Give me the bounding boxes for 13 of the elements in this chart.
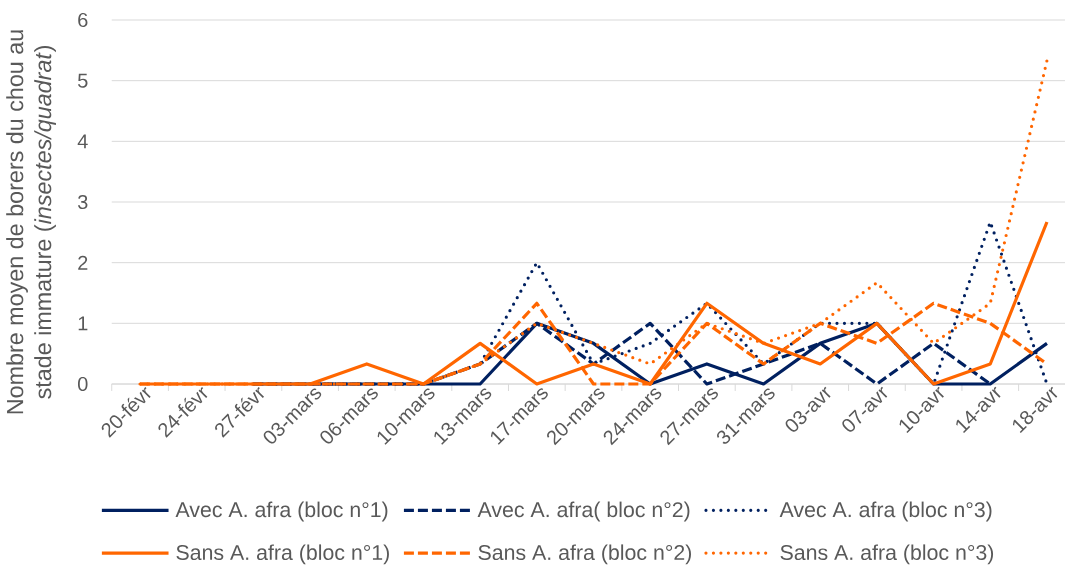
y-tick-label: 6 xyxy=(78,12,88,28)
legend-label: Avec A. afra( bloc n°2) xyxy=(477,501,690,522)
legend-label: Sans A. afra (bloc n°1) xyxy=(176,544,389,565)
y-tick-label: 5 xyxy=(78,73,88,88)
y-tick-label: 1 xyxy=(78,316,88,331)
y-tick-label: 4 xyxy=(77,134,88,149)
legend-label: Sans A. afra (bloc n°2) xyxy=(478,544,692,565)
legend-label: Avec A. afra (bloc n°3) xyxy=(779,501,992,522)
y-tick-label: 0 xyxy=(77,376,88,392)
legend-label: Sans A. afra (bloc n°3) xyxy=(780,544,994,565)
legend-label: Avec A. afra (bloc n°1) xyxy=(175,501,388,522)
y-tick-label: 3 xyxy=(77,194,88,210)
y-tick-label: 2 xyxy=(78,255,88,270)
